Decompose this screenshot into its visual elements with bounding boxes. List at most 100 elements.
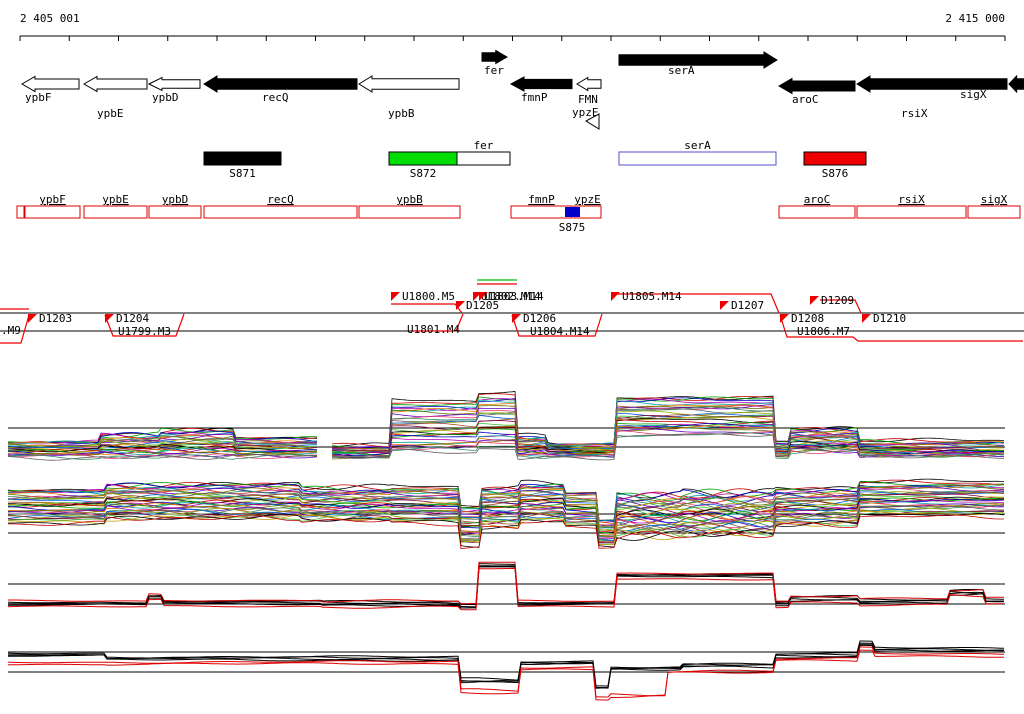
probe-extent-line: [779, 314, 1023, 342]
probe-label-U1806.M7[interactable]: U1806.M7: [797, 325, 850, 338]
ruler-end-label: 2 415 000: [945, 12, 1005, 25]
probe-extent-line: [611, 293, 780, 314]
segment-label-S872: S872: [410, 167, 437, 180]
segment-label-S871: S871: [229, 167, 256, 180]
expression-profile-line: [7, 482, 1005, 522]
gene-arrow-recQ[interactable]: [203, 75, 358, 93]
segment-track: S871 S872 fer serA S876: [203, 139, 867, 180]
segment-S872[interactable]: [388, 151, 458, 166]
gene-arrow-ypbF[interactable]: [20, 75, 80, 93]
operon-label-rsiX[interactable]: rsiX: [898, 193, 925, 206]
segment-label-serA: serA: [684, 139, 711, 152]
probe-flag-U1803.M14[interactable]: [479, 292, 488, 301]
probe-extent-line: [391, 303, 463, 314]
operon-box-recQ[interactable]: [203, 205, 358, 219]
probe-label-D1204[interactable]: D1204: [116, 312, 149, 325]
probe-flag-D1206[interactable]: [512, 314, 521, 323]
operon-label-ypbD[interactable]: ypbD: [162, 193, 189, 206]
probe-label-U1800.M5[interactable]: U1800.M5: [402, 290, 455, 303]
probe-flag-D1208[interactable]: [780, 314, 789, 323]
probe-label-U1799.M3[interactable]: U1799.M3: [118, 325, 171, 338]
probe-flag-D1204[interactable]: [105, 314, 114, 323]
probe-label-U1803.M14[interactable]: U1803.M14: [484, 290, 544, 303]
operon-box-ypbE[interactable]: [83, 205, 148, 219]
segment-serA[interactable]: [618, 151, 777, 166]
probe-label-D1207[interactable]: D1207: [731, 299, 764, 312]
track-expression-forward-all: [7, 391, 1005, 461]
gene-label-aroC: aroC: [792, 93, 819, 106]
gene-label-fmnP: fmnP: [521, 91, 548, 104]
gene-arrow-sigX[interactable]: [1008, 74, 1024, 94]
gene-arrow-ypbD[interactable]: [147, 76, 201, 92]
operon-box-ypbD[interactable]: [148, 205, 202, 219]
gene-label-sigX: sigX: [960, 88, 987, 101]
operon-label-sigX[interactable]: sigX: [981, 193, 1008, 206]
operon-box-sigX[interactable]: [967, 205, 1021, 219]
gene-label-FMN: FMN: [578, 93, 598, 106]
probe-extent-line: [412, 313, 464, 332]
probe-label-D1205[interactable]: D1205: [466, 299, 499, 312]
gene-arrow-ypbE[interactable]: [82, 75, 148, 93]
expression-profile-line: [7, 510, 1005, 542]
operon-box-ypbF[interactable]: [24, 205, 81, 219]
probe-label-U1805.M14[interactable]: U1805.M14: [622, 290, 682, 303]
gene-arrow-rsiX[interactable]: [856, 75, 1008, 93]
gene-arrow-serA[interactable]: [618, 51, 778, 69]
probe-flag-D1209[interactable]: [810, 296, 819, 305]
gene-arrow-ypbB[interactable]: [358, 75, 460, 93]
gene-arrow-FMN[interactable]: [576, 76, 602, 92]
gene-label-serA: serA: [668, 64, 695, 77]
probe-label-D1209[interactable]: D1209: [821, 294, 854, 307]
gene-arrow-aroC[interactable]: [777, 77, 856, 95]
probe-label-.M9[interactable]: .M9: [1, 324, 21, 337]
operon-label-recQ[interactable]: recQ: [267, 193, 294, 206]
operon-label-ypbF[interactable]: ypbF: [39, 193, 66, 206]
expression-profile-line: [8, 514, 1004, 550]
probe-label-U1804.M14[interactable]: U1804.M14: [530, 325, 590, 338]
segment-S876[interactable]: [803, 151, 867, 166]
track-expression-reverse-summary: [7, 640, 1005, 701]
expression-summary-line: [7, 565, 1004, 608]
gene-label-ypbE: ypbE: [97, 107, 124, 120]
operon-box-fmnP[interactable]: [510, 205, 573, 219]
operon-label-ypbB[interactable]: ypbB: [396, 193, 423, 206]
operon-label-ypbE[interactable]: ypbE: [102, 193, 129, 206]
probe-flag-U1805.M14[interactable]: [611, 292, 620, 301]
segment-label-S875: S875: [559, 221, 586, 234]
ruler-start-label: 2 405 001: [20, 12, 80, 25]
probe-label-D1210[interactable]: D1210: [873, 312, 906, 325]
probe-flag-U1800.M5[interactable]: [391, 292, 400, 301]
track-expression-reverse-all: [7, 478, 1005, 550]
expression-profile-line: [7, 492, 1005, 532]
probe-flag-D1207[interactable]: [720, 301, 729, 310]
gene-label-ypbF: ypbF: [25, 91, 52, 104]
segment-S875[interactable]: [565, 207, 580, 217]
operon-box-ypbB[interactable]: [358, 205, 461, 219]
expression-summary-line: [7, 642, 1004, 689]
gene-arrow-fer[interactable]: [481, 49, 508, 65]
riboswitch-icon: [584, 113, 600, 130]
segment-S871[interactable]: [203, 151, 282, 166]
probe-label-D1208[interactable]: D1208: [791, 312, 824, 325]
operon-box-rsiX[interactable]: [856, 205, 967, 219]
probe-flag-D1210[interactable]: [862, 314, 871, 323]
probe-extent-line: [0, 314, 30, 344]
probe-label-D1206[interactable]: D1206: [523, 312, 556, 325]
segment-fer[interactable]: [456, 151, 511, 166]
probe-extent-line: [511, 313, 603, 337]
gene-label-ypbD: ypbD: [152, 91, 179, 104]
gene-arrow-fmnP[interactable]: [509, 76, 573, 92]
probe-flag-D1203[interactable]: [28, 314, 37, 323]
probe-flag-D1205[interactable]: [456, 301, 465, 310]
segment-label-fer: fer: [474, 139, 494, 152]
probe-label-U1801.M4[interactable]: U1801.M4: [407, 323, 460, 336]
segment-label-S876: S876: [822, 167, 849, 180]
probe-label-D1203[interactable]: D1203: [39, 312, 72, 325]
operon-box-unnamed[interactable]: [16, 205, 25, 219]
probe-label-U1802.M14[interactable]: U1802.M14: [481, 290, 541, 303]
operon-box-aroC[interactable]: [778, 205, 856, 219]
operon-label-ypzE[interactable]: ypzE: [574, 193, 601, 206]
operon-label-aroC[interactable]: aroC: [804, 193, 831, 206]
operon-label-fmnP[interactable]: fmnP: [528, 193, 555, 206]
